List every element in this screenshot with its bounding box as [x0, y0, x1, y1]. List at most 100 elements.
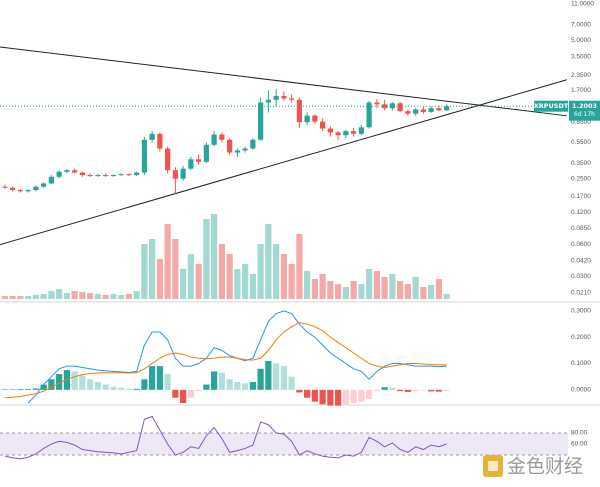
- macd-histogram-bar: [110, 386, 117, 390]
- macd-histogram-bar: [366, 389, 373, 400]
- candle-body: [397, 103, 403, 112]
- candle-body: [79, 172, 85, 176]
- y-tick-label: 1.7000: [571, 87, 591, 94]
- y-tick-label: 80.00: [571, 430, 588, 437]
- last-price-label: 1.2003: [572, 102, 597, 110]
- candle-body: [265, 99, 271, 103]
- macd-histogram-bar: [435, 389, 442, 392]
- macd-histogram-bar: [311, 389, 318, 402]
- candle-body: [149, 133, 155, 140]
- macd-histogram-bar: [187, 389, 194, 398]
- volume-bar: [319, 274, 326, 299]
- y-tick-label: 0.8500: [571, 119, 591, 126]
- volume-bar: [133, 291, 140, 299]
- macd-histogram-bar: [156, 366, 163, 390]
- candle-body: [389, 103, 395, 109]
- volume-bar: [63, 293, 70, 299]
- volume-bar: [1, 296, 8, 299]
- volume-bar: [420, 287, 427, 299]
- macd-histogram-bar: [94, 381, 101, 390]
- candle-body: [273, 95, 279, 100]
- y-tick-label: 0.1700: [571, 193, 591, 200]
- trendline: [0, 79, 567, 246]
- macd-histogram-bar: [141, 379, 148, 390]
- candle-body: [157, 133, 163, 149]
- macd-histogram-bar: [102, 384, 109, 390]
- candle-body: [250, 139, 256, 149]
- price-badge: [569, 100, 600, 121]
- volume-bar: [327, 281, 334, 299]
- macd-histogram-bar: [133, 388, 140, 390]
- macd-histogram-bar: [17, 389, 24, 390]
- candle-body: [304, 115, 310, 123]
- volume-bar: [304, 271, 311, 299]
- plot-layer: 11.0000 7.0000 5.0000 3.5000 2.3500 1.7000 0.8…: [0, 1, 600, 460]
- volume-bar: [350, 281, 357, 299]
- volume-bar: [149, 239, 156, 299]
- band-fill: [0, 433, 568, 456]
- macd-histogram-bar: [71, 371, 78, 390]
- macd-histogram-bar: [203, 384, 210, 390]
- candle-body: [374, 102, 380, 105]
- candle-body: [420, 109, 426, 112]
- candle-body: [366, 102, 372, 128]
- macd-histogram-bar: [319, 389, 326, 405]
- volume-bar: [288, 264, 295, 299]
- candle-body: [436, 108, 442, 111]
- volume-bar: [187, 254, 194, 299]
- trendline: [0, 46, 567, 117]
- y-tick-label: 0.1000: [571, 360, 591, 367]
- candle-body: [227, 139, 233, 153]
- macd-histogram-bar: [335, 389, 342, 406]
- macd-histogram-bar: [257, 368, 264, 390]
- volume-bar: [435, 279, 442, 299]
- y-tick-label: 0.0600: [571, 241, 591, 248]
- candle-body: [126, 174, 132, 176]
- countdown-label: 6d 17h: [574, 111, 595, 118]
- y-tick-label: 60.00: [571, 441, 588, 448]
- macd-histogram-bar: [428, 389, 435, 392]
- volume-bar: [203, 219, 210, 299]
- symbol-badge: [534, 100, 568, 112]
- volume-bar: [358, 284, 365, 299]
- candle-body: [428, 108, 434, 112]
- candle-body: [103, 175, 109, 177]
- volume-bar: [9, 296, 16, 299]
- volume-bar: [180, 269, 187, 299]
- candle-body: [219, 134, 225, 140]
- candle-body: [351, 131, 357, 134]
- macd-histogram-bar: [342, 389, 349, 405]
- macd-histogram-bar: [56, 374, 63, 390]
- macd-histogram-bar: [195, 389, 202, 392]
- y-tick-label: 0.2500: [571, 175, 591, 182]
- y-tick-label: 11.0000: [571, 1, 594, 8]
- candle-body: [188, 159, 194, 169]
- y-tick-label: 0.2000: [571, 334, 591, 341]
- candle-body: [95, 175, 101, 177]
- volume-bar: [412, 277, 419, 299]
- macd-histogram-bar: [40, 384, 47, 390]
- volume-bar: [195, 264, 202, 299]
- macd-histogram-bar: [381, 387, 388, 390]
- candle-body: [17, 190, 23, 192]
- macd-histogram-bar: [296, 389, 303, 393]
- candle-body: [25, 190, 31, 192]
- volume-bar: [234, 269, 241, 299]
- volume-bar: [25, 296, 32, 299]
- volume-bar: [296, 234, 303, 299]
- macd-histogram-bar: [125, 388, 132, 390]
- y-tick-label: 0.0000: [571, 387, 591, 394]
- watermark-logo-inner: [488, 461, 498, 471]
- candle-body: [87, 175, 93, 177]
- y-tick-label: 0.3500: [571, 160, 591, 167]
- volume-bar: [102, 295, 109, 299]
- volume-bar: [242, 264, 249, 299]
- volume-bar: [226, 254, 233, 299]
- candle-body: [405, 111, 411, 114]
- candle-body: [358, 127, 364, 134]
- macd-histogram-bar: [358, 389, 365, 402]
- candle-body: [211, 134, 217, 145]
- volume-bar: [257, 244, 264, 299]
- volume-bar: [48, 291, 55, 299]
- candle-body: [141, 139, 147, 173]
